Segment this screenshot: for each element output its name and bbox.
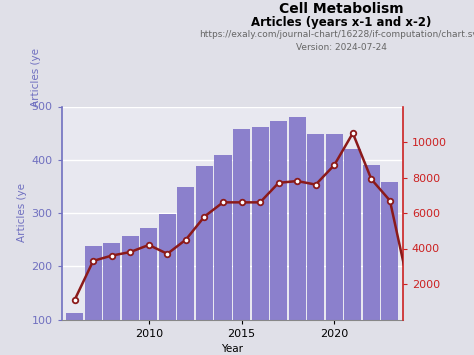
- Text: Version: 2024-07-24: Version: 2024-07-24: [296, 43, 387, 51]
- Bar: [344, 149, 361, 355]
- Bar: [122, 236, 139, 355]
- Bar: [252, 127, 269, 355]
- Bar: [66, 313, 83, 355]
- Y-axis label: Articles (ye: Articles (ye: [17, 184, 27, 242]
- Bar: [196, 165, 213, 355]
- Text: https://exaly.com/journal-chart/16228/if-computation/chart.svg: https://exaly.com/journal-chart/16228/if…: [199, 30, 474, 39]
- Bar: [159, 214, 176, 355]
- Bar: [363, 165, 380, 355]
- Text: Articles (ye: Articles (ye: [30, 48, 41, 106]
- Bar: [177, 187, 194, 355]
- Bar: [270, 121, 287, 355]
- Bar: [85, 246, 102, 355]
- Bar: [326, 134, 343, 355]
- Text: Articles (years x-1 and x-2): Articles (years x-1 and x-2): [251, 16, 431, 29]
- Bar: [140, 228, 157, 355]
- Bar: [382, 182, 399, 355]
- X-axis label: Year: Year: [221, 344, 243, 354]
- Bar: [214, 155, 231, 355]
- Bar: [103, 243, 120, 355]
- Bar: [233, 129, 250, 355]
- Bar: [289, 117, 306, 355]
- Bar: [307, 134, 324, 355]
- Text: Cell Metabolism: Cell Metabolism: [279, 2, 403, 16]
